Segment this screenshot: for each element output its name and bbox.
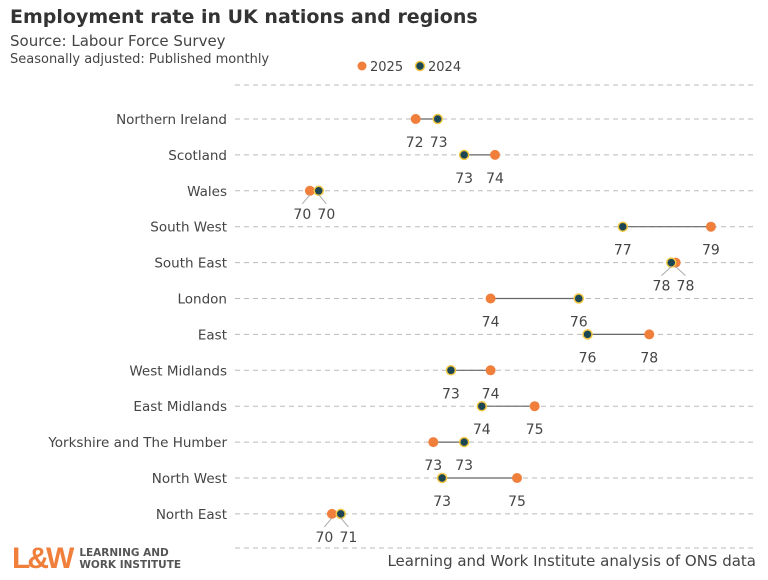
data-label-2024: 76 bbox=[570, 315, 588, 331]
category-label: Northern Ireland bbox=[116, 112, 227, 128]
point-2025 bbox=[512, 473, 523, 483]
point-2025 bbox=[410, 114, 421, 124]
data-label-2025: 75 bbox=[508, 494, 526, 510]
data-label-2025: 74 bbox=[482, 315, 500, 331]
category-label: Yorkshire and The Humber bbox=[47, 435, 227, 451]
chart-caption: Learning and Work Institute analysis of … bbox=[387, 552, 756, 570]
data-label-2025: 74 bbox=[482, 386, 500, 402]
label-leader bbox=[301, 194, 311, 205]
point-2025 bbox=[705, 221, 716, 232]
data-label-2024: 73 bbox=[442, 386, 460, 402]
data-label-2024: 78 bbox=[653, 279, 671, 295]
data-label-2024: 70 bbox=[317, 207, 335, 223]
point-2024 bbox=[573, 293, 584, 304]
point-2024 bbox=[666, 257, 677, 268]
data-label-2024: 73 bbox=[433, 494, 451, 510]
data-label-2024: 73 bbox=[455, 458, 473, 474]
category-label: Scotland bbox=[168, 148, 227, 164]
logo: L&W LEARNING AND WORK INSTITUTE bbox=[12, 542, 181, 576]
legend-label-2025: 2025 bbox=[370, 60, 403, 75]
point-2024 bbox=[436, 472, 448, 484]
point-2024 bbox=[445, 365, 457, 376]
data-label-2025: 79 bbox=[702, 243, 720, 259]
category-label: South East bbox=[154, 256, 227, 272]
point-2025 bbox=[490, 149, 500, 160]
category-label: East bbox=[198, 327, 227, 343]
data-label-2025: 72 bbox=[406, 135, 424, 151]
label-leader bbox=[340, 517, 349, 528]
data-label-2025: 78 bbox=[640, 350, 658, 366]
point-2025 bbox=[485, 365, 496, 376]
point-2025 bbox=[428, 437, 439, 448]
point-2024 bbox=[617, 221, 629, 232]
label-leader bbox=[323, 517, 333, 528]
category-label: South West bbox=[150, 220, 227, 236]
data-label-2024: 71 bbox=[339, 530, 357, 546]
data-label-2024: 73 bbox=[455, 171, 473, 187]
point-2024 bbox=[476, 400, 488, 412]
point-2024 bbox=[458, 436, 470, 448]
point-2024 bbox=[458, 149, 470, 161]
category-label: North West bbox=[152, 471, 227, 487]
data-label-2024: 74 bbox=[473, 422, 491, 438]
point-2024 bbox=[432, 113, 443, 125]
category-label: North East bbox=[156, 507, 227, 523]
point-2025 bbox=[485, 293, 496, 304]
chart-title: Employment rate in UK nations and region… bbox=[10, 6, 478, 28]
data-label-2025: 74 bbox=[486, 171, 504, 187]
point-2025 bbox=[326, 508, 337, 519]
point-2025 bbox=[529, 401, 540, 412]
category-label: East Midlands bbox=[133, 399, 227, 415]
data-label-2025: 73 bbox=[424, 458, 442, 474]
point-2024 bbox=[582, 329, 593, 340]
point-2025 bbox=[304, 185, 315, 196]
category-label: Wales bbox=[187, 184, 227, 200]
point-2024 bbox=[335, 508, 347, 520]
data-label-2024: 77 bbox=[614, 243, 632, 259]
label-leader bbox=[675, 266, 686, 276]
chart-subtitle: Source: Labour Force Survey bbox=[10, 32, 226, 50]
data-label-2024: 73 bbox=[430, 135, 448, 151]
logo-mark: L&W bbox=[12, 542, 74, 575]
legend-swatch-2024 bbox=[414, 60, 426, 72]
legend-label-2024: 2024 bbox=[428, 60, 461, 75]
category-label: London bbox=[178, 292, 228, 308]
data-label-2024: 76 bbox=[579, 350, 597, 366]
category-label: West Midlands bbox=[129, 363, 227, 379]
data-label-2025: 70 bbox=[315, 530, 333, 546]
chart-note: Seasonally adjusted: Published monthly bbox=[10, 52, 270, 67]
data-label-2025: 78 bbox=[677, 279, 695, 295]
data-label-2025: 70 bbox=[293, 207, 311, 223]
label-leader bbox=[318, 194, 327, 205]
logo-text: LEARNING AND WORK INSTITUTE bbox=[79, 547, 182, 571]
legend-swatch-2025 bbox=[357, 61, 367, 71]
label-leader bbox=[661, 266, 672, 276]
data-label-2025: 75 bbox=[526, 422, 544, 438]
point-2024 bbox=[313, 185, 324, 197]
point-2025 bbox=[644, 329, 655, 340]
